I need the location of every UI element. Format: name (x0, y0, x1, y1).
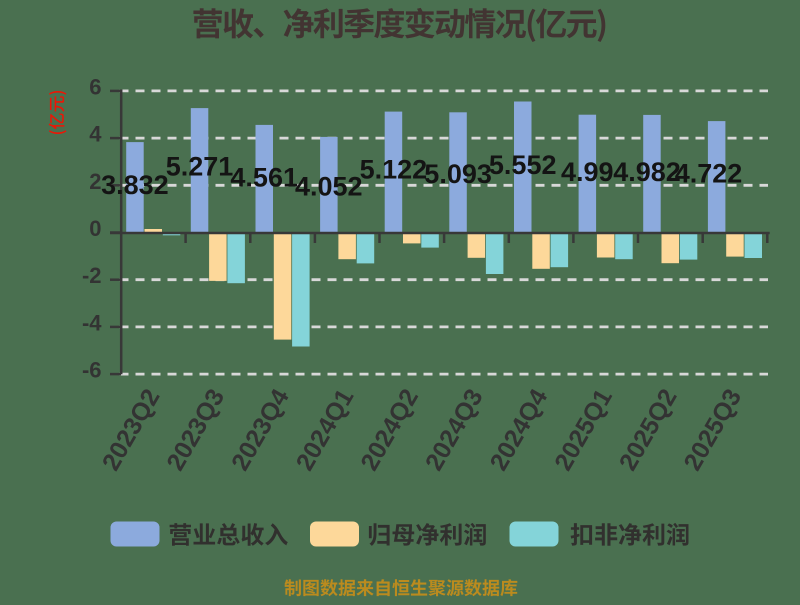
svg-text:4.561: 4.561 (230, 162, 298, 192)
svg-text:5.093: 5.093 (424, 159, 492, 189)
svg-text:2: 2 (89, 169, 101, 194)
svg-text:5.552: 5.552 (489, 150, 557, 180)
svg-text:5.122: 5.122 (360, 155, 428, 185)
svg-text:4.99: 4.99 (561, 157, 614, 187)
svg-text:-2: -2 (82, 263, 102, 288)
svg-text:5.271: 5.271 (166, 151, 234, 181)
svg-text:0: 0 (89, 216, 101, 241)
svg-text:4.982: 4.982 (613, 157, 681, 187)
svg-text:4.722: 4.722 (675, 158, 743, 188)
svg-text:4: 4 (89, 122, 102, 147)
svg-text:3.832: 3.832 (101, 170, 169, 200)
svg-text:-4: -4 (82, 310, 102, 335)
svg-text:6: 6 (89, 74, 101, 99)
svg-text:-6: -6 (82, 358, 102, 383)
svg-text:4.052: 4.052 (295, 172, 363, 202)
